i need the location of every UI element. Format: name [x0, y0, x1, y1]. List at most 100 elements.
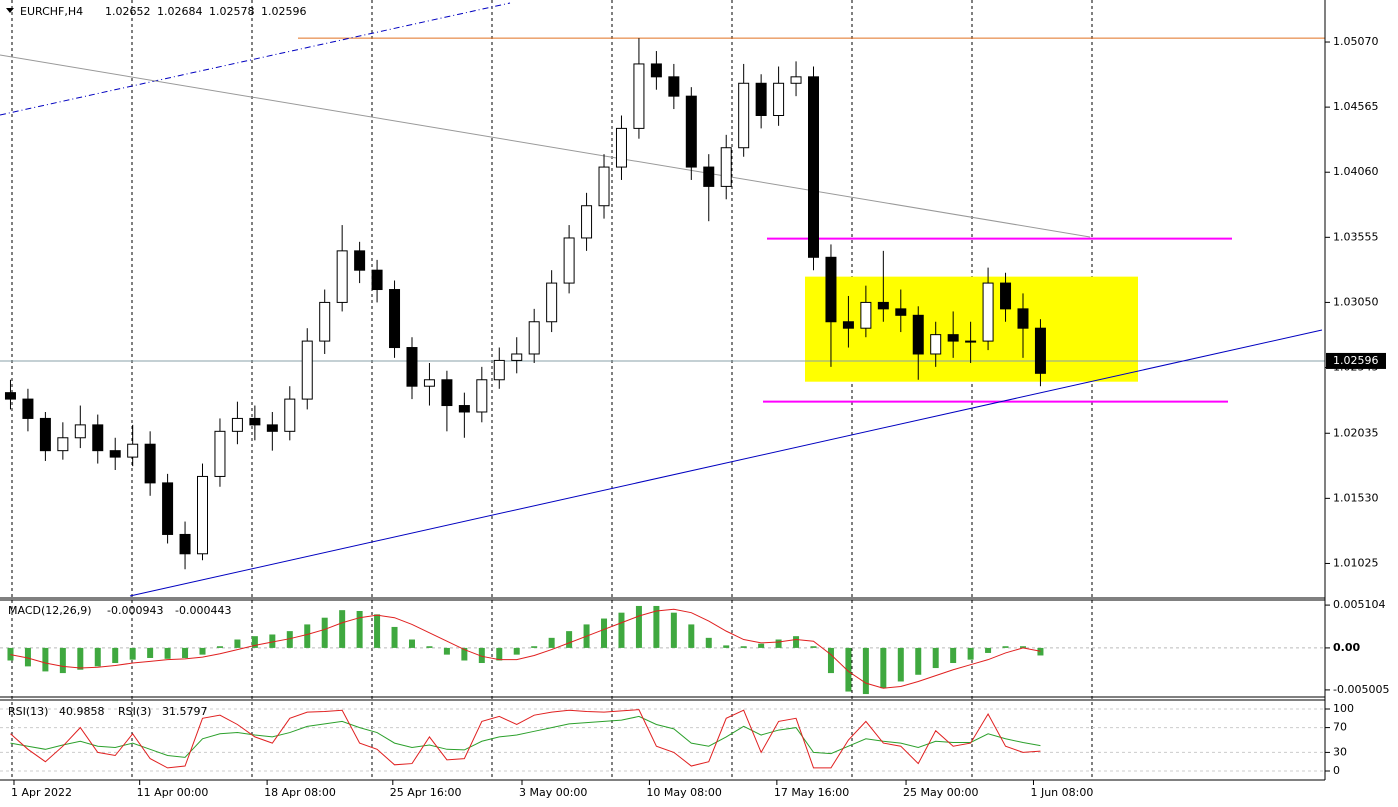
macd-bar	[321, 617, 328, 648]
header-price: 1.02652	[105, 5, 151, 18]
macd-bar	[531, 646, 538, 648]
dropdown-icon[interactable]	[6, 8, 14, 13]
candle-body	[825, 256, 837, 323]
candle-body	[685, 95, 697, 168]
candle-body	[249, 417, 261, 426]
candle-body	[266, 424, 278, 432]
x-tick-label: 1 Apr 2022	[11, 786, 72, 799]
candle-body	[738, 82, 750, 149]
candle-body	[790, 76, 802, 84]
macd-bar	[775, 639, 782, 648]
candle-body	[720, 147, 732, 187]
candle-body	[231, 417, 243, 432]
candle-body	[528, 321, 540, 355]
header-price: 1.02596	[261, 5, 307, 18]
candle-body	[947, 334, 959, 342]
macd-bar	[601, 618, 608, 648]
macd-bar	[985, 647, 992, 653]
macd-bar	[129, 647, 136, 660]
macd-bar	[793, 636, 800, 648]
macd-label: MACD(12,26,9)	[8, 604, 92, 617]
x-tick-label: 3 May 00:00	[519, 786, 587, 799]
candle-body	[860, 301, 872, 329]
macd-signal	[10, 608, 1041, 689]
macd-bar	[758, 643, 765, 648]
rsi-line	[10, 709, 1041, 769]
candle-body	[755, 82, 767, 117]
macd-bar	[426, 646, 433, 648]
zone-rectangle	[805, 276, 1138, 382]
candle-body	[354, 250, 366, 271]
macd-bar	[1019, 646, 1026, 648]
candle-body	[389, 289, 401, 349]
macd-bar	[408, 639, 415, 648]
candle-body	[912, 314, 924, 355]
macd-bar	[635, 605, 642, 648]
candle-body	[668, 76, 680, 97]
macd-bar	[950, 647, 957, 664]
x-tick-label: 11 Apr 00:00	[137, 786, 209, 799]
candle-body	[982, 282, 994, 342]
x-tick-label: 25 Apr 16:00	[390, 786, 462, 799]
candle-body	[39, 417, 51, 452]
macd-value: -0.000443	[175, 604, 231, 617]
macd-bar	[339, 610, 346, 648]
candle-body	[703, 166, 715, 187]
candle-body	[371, 269, 383, 291]
y-tick-label: 0	[1333, 764, 1340, 777]
macd-bar	[932, 647, 939, 669]
macd-bar	[566, 631, 573, 648]
macd-value: -0.000943	[107, 604, 163, 617]
candle-body	[179, 533, 191, 555]
macd-bar	[723, 645, 730, 648]
candle-body	[546, 282, 558, 323]
trendline	[129, 329, 1323, 597]
candle-body	[1017, 308, 1029, 329]
y-tick-label: 100	[1333, 702, 1354, 715]
y-tick-label: 70	[1333, 721, 1347, 734]
candle-body	[406, 347, 418, 387]
macd-bar	[478, 647, 485, 664]
macd-bar	[1037, 647, 1044, 656]
x-tick-label: 25 May 00:00	[903, 786, 978, 799]
candle-body	[127, 443, 139, 458]
macd-bar	[810, 646, 817, 648]
candle-body	[965, 340, 977, 343]
macd-bar	[1002, 646, 1009, 648]
y-tick-label: -0.005005	[1333, 683, 1389, 696]
macd-bar	[42, 647, 49, 672]
y-tick-label: 1.02035	[1333, 426, 1379, 439]
candle-body	[842, 321, 854, 329]
macd-bar	[688, 624, 695, 648]
rsi-value: 40.9858	[59, 705, 105, 718]
macd-bar	[670, 612, 677, 648]
macd-bar	[182, 647, 189, 658]
header-price: 1.02578	[209, 5, 255, 18]
candle-body	[633, 63, 645, 129]
foreground-layer: 1.05070 1.04565 1.04060 1.03555 1.03050 1.025…	[4, 35, 1389, 799]
candle-body	[458, 405, 470, 413]
candle-body	[581, 205, 593, 239]
candle-body	[144, 443, 156, 484]
y-tick-label: 1.04060	[1333, 165, 1379, 178]
candle-body	[930, 334, 942, 355]
candle-body	[92, 424, 104, 452]
y-tick-label: 1.01530	[1333, 491, 1379, 504]
macd-bar	[304, 624, 311, 648]
candle-body	[57, 437, 69, 452]
macd-bar	[443, 647, 450, 655]
trendline	[0, 54, 1091, 238]
candle-body	[74, 424, 86, 439]
x-tick-label: 18 Apr 08:00	[264, 786, 336, 799]
rsi-label: RSI(3)	[118, 705, 151, 718]
candle-body	[476, 379, 488, 413]
macd-bar	[112, 647, 119, 664]
y-tick-label: 30	[1333, 745, 1347, 758]
y-tick-label: 1.03050	[1333, 295, 1379, 308]
rsi-value: 31.5797	[162, 705, 208, 718]
macd-bar	[374, 614, 381, 648]
candle-body	[615, 127, 627, 168]
candle-body	[877, 301, 889, 310]
